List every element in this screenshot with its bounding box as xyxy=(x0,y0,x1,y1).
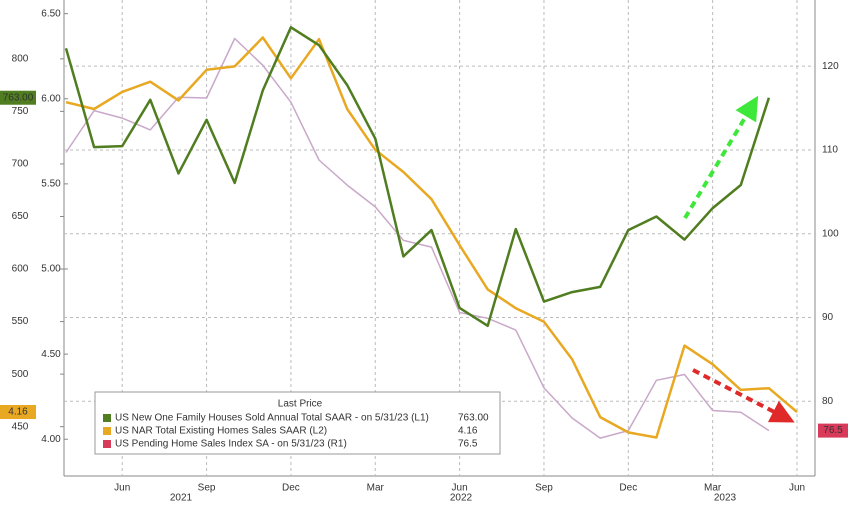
trend-arrow-up xyxy=(683,95,759,220)
legend: Last Price US New One Family Houses Sold… xyxy=(94,391,501,455)
y3-tick-label: 100 xyxy=(822,228,839,239)
series-line xyxy=(65,36,798,439)
last-price-label: 76.5 xyxy=(823,425,843,436)
y3-tick-label: 110 xyxy=(822,145,838,156)
legend-value: 763.00 xyxy=(458,413,489,424)
y-tick-label: 500 xyxy=(12,369,29,380)
y-tick-label: 800 xyxy=(12,53,29,64)
legend-swatch xyxy=(103,427,111,435)
x-tick-label: Jun xyxy=(789,483,805,494)
y-tick-label: 700 xyxy=(12,159,29,170)
legend-label: US Pending Home Sales Index SA - on 5/31… xyxy=(115,439,347,450)
y2-tick-label: 4.50 xyxy=(41,349,61,360)
x-tick-label: Sep xyxy=(535,483,553,494)
legend-value: 4.16 xyxy=(458,426,478,437)
legend-label: US New One Family Houses Sold Annual Tot… xyxy=(115,413,429,424)
legend-box xyxy=(94,391,501,455)
legend-title: Last Price xyxy=(278,399,323,410)
x-tick-label: Dec xyxy=(282,483,300,494)
x-tick-label: Mar xyxy=(704,483,722,494)
y-tick-label: 450 xyxy=(12,421,29,432)
x-tick-label: Jun xyxy=(452,483,468,494)
x-tick-label: Dec xyxy=(619,483,637,494)
last-price-tag xyxy=(0,405,36,420)
y2-tick-label: 6.50 xyxy=(41,8,61,19)
trend-arrow-down xyxy=(692,368,795,423)
y-tick-label: 650 xyxy=(12,211,29,222)
year-label: 2022 xyxy=(450,493,473,504)
y-tick-label: 600 xyxy=(12,264,29,275)
last-price-tag xyxy=(818,423,848,438)
last-price-label: 763.00 xyxy=(3,92,34,103)
last-price-label: 4.16 xyxy=(8,407,28,418)
y2-tick-label: 6.00 xyxy=(41,93,61,104)
y2-tick-label: 5.00 xyxy=(41,264,61,275)
legend-swatch xyxy=(103,414,111,422)
y-tick-label: 750 xyxy=(12,106,29,117)
year-label: 2021 xyxy=(170,493,193,504)
y2-tick-label: 5.50 xyxy=(41,179,61,190)
series-line xyxy=(64,26,771,328)
x-tick-label: Jun xyxy=(114,483,130,494)
x-tick-label: Sep xyxy=(198,483,216,494)
year-label: 2023 xyxy=(714,493,737,504)
x-tick-label: Mar xyxy=(367,483,385,494)
last-price-tag xyxy=(0,90,36,105)
legend-swatch xyxy=(103,440,111,448)
y-tick-label: 550 xyxy=(12,316,29,327)
y2-tick-label: 4.00 xyxy=(41,434,61,445)
y3-tick-label: 120 xyxy=(822,61,839,72)
y3-tick-label: 90 xyxy=(822,312,834,323)
y3-tick-label: 80 xyxy=(822,396,834,407)
legend-label: US NAR Total Existing Homes Sales SAAR (… xyxy=(115,426,327,437)
legend-value: 76.5 xyxy=(458,439,478,450)
